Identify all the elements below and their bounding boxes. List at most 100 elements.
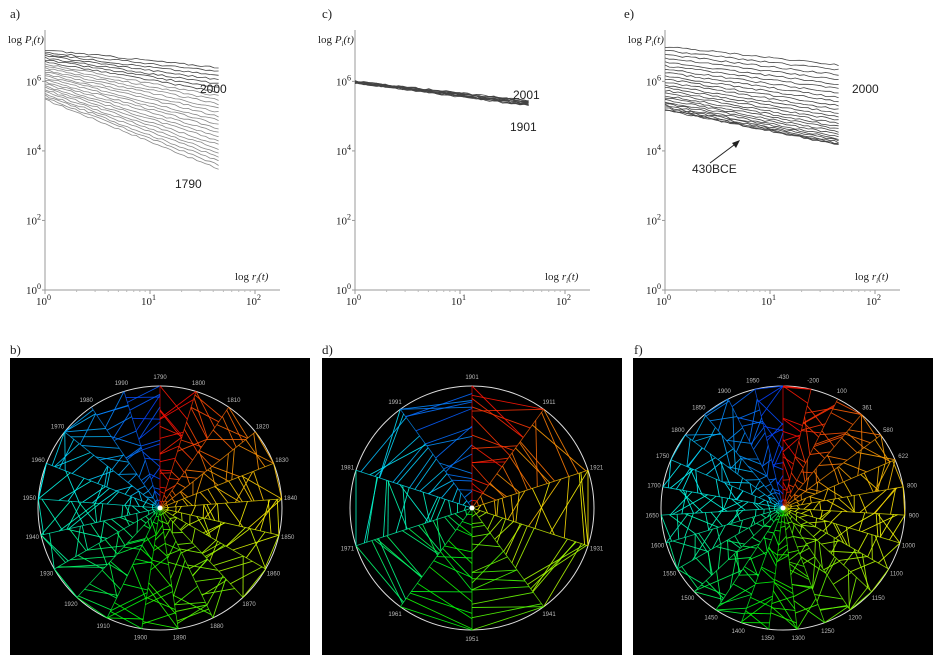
web-line [188, 558, 208, 570]
web-line [715, 479, 720, 497]
web-line [731, 498, 746, 511]
web-line [138, 490, 143, 502]
web-line [114, 531, 120, 557]
web-line [129, 496, 132, 506]
web-line [790, 569, 810, 580]
web-line [511, 525, 528, 564]
web-line [422, 492, 431, 522]
web-line [144, 457, 161, 461]
web-line [791, 583, 813, 589]
web-line [254, 498, 278, 530]
web-line [442, 548, 473, 579]
annotation-label: 2000 [200, 82, 227, 96]
web-line [774, 529, 781, 532]
web-line [140, 439, 161, 447]
web-spoke [106, 507, 161, 619]
web-line [496, 518, 507, 543]
web-line [795, 603, 819, 614]
web-line [890, 488, 897, 515]
web-line [750, 557, 759, 577]
web-line [826, 558, 837, 576]
web-line [679, 489, 703, 514]
web-line [726, 540, 745, 545]
web-spoke [471, 507, 589, 547]
web-center [157, 505, 163, 511]
web-line [788, 521, 793, 524]
web-line [846, 431, 865, 449]
web-line [471, 464, 490, 485]
panel-e: e) log Pi(t) log ri(t) 100 101 102 100 102 104 1… [620, 0, 920, 325]
polar-tick-label: 1870 [242, 602, 256, 608]
series-line [354, 81, 529, 104]
web-line [850, 560, 876, 573]
web-line [433, 560, 473, 579]
web-line [142, 506, 149, 512]
web-line [273, 463, 283, 500]
web-line [101, 569, 122, 590]
web-line [739, 455, 762, 465]
web-line [760, 567, 775, 582]
series-line [44, 83, 219, 138]
web-line [98, 543, 108, 566]
series-line [44, 75, 219, 121]
web-line [515, 492, 520, 523]
web-line [400, 606, 473, 631]
web-line [763, 425, 784, 432]
web-line [228, 480, 243, 503]
web-line [803, 502, 812, 510]
web-line [152, 509, 155, 512]
web-line [808, 488, 822, 493]
web-line [719, 461, 731, 486]
web-line [754, 496, 756, 504]
web-line [164, 500, 168, 503]
web-line [796, 501, 800, 506]
web-line [150, 517, 153, 525]
panel-label-b: b) [10, 342, 21, 357]
web-line [822, 522, 832, 532]
web-line [241, 475, 282, 500]
polar-tick-label: 1931 [590, 547, 604, 553]
web-line [813, 447, 826, 459]
web-line [785, 514, 789, 517]
web-line [826, 455, 848, 461]
web-line [103, 520, 119, 533]
web-line [471, 415, 511, 457]
web-line [703, 427, 716, 450]
web-line [154, 500, 156, 505]
web-line [115, 485, 133, 492]
web-line [709, 416, 738, 422]
polar-tick-label: 1150 [872, 596, 886, 602]
web-line [439, 462, 473, 474]
series-line [664, 98, 839, 133]
web-line [874, 535, 889, 569]
web-line [99, 503, 104, 522]
web-line [104, 391, 125, 428]
y-tick-label: 102 [336, 212, 351, 227]
web-spoke [768, 507, 784, 630]
web-line [709, 453, 720, 481]
web-line [496, 499, 499, 517]
polar-tick-label: 1940 [26, 535, 40, 541]
web-line [767, 505, 771, 509]
web-line [197, 451, 213, 468]
web-spoke [740, 507, 784, 623]
web-line [833, 469, 840, 485]
web-line [451, 479, 473, 482]
web-line [177, 506, 182, 513]
web-line [386, 535, 423, 578]
web-center [780, 505, 786, 511]
annotation-arrow [709, 141, 739, 164]
web-line [757, 546, 767, 556]
web-line [142, 451, 161, 468]
web-spoke [661, 507, 784, 516]
web-line [123, 546, 141, 550]
series-line [44, 67, 219, 106]
web-line [794, 483, 799, 490]
web-line [448, 540, 473, 564]
web-line [686, 438, 691, 467]
x-tick-label: 101 [761, 293, 776, 308]
web-line [148, 485, 154, 492]
web-spoke [159, 391, 197, 509]
series-line [44, 61, 219, 93]
web-line [737, 458, 742, 475]
